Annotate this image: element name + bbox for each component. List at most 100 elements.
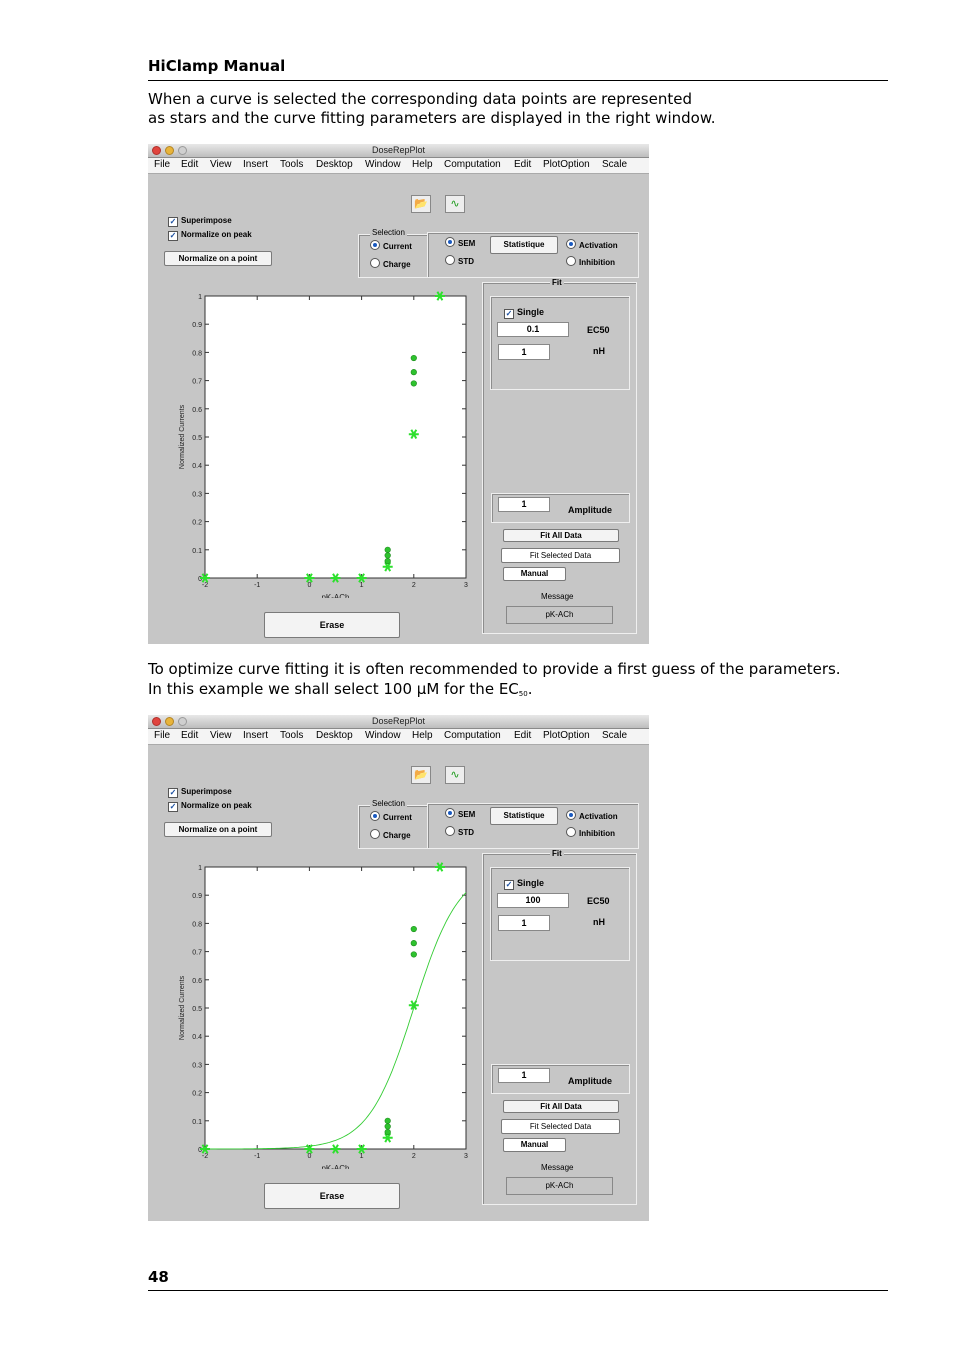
current-radio[interactable]: Current <box>370 240 412 251</box>
selected-data-star[interactable] <box>382 561 393 572</box>
fit-all-button[interactable]: Fit All Data <box>503 529 619 542</box>
charge-label: Charge <box>383 831 411 840</box>
ec50-input[interactable]: 0.1 <box>497 322 569 337</box>
activation-radio[interactable]: Activation <box>566 810 618 821</box>
close-window-icon[interactable] <box>152 146 161 155</box>
data-point[interactable] <box>384 552 391 559</box>
fit-curve-icon[interactable]: ∿ <box>445 195 465 213</box>
menu-view[interactable]: View <box>210 159 232 170</box>
sem-radio[interactable]: SEM <box>445 808 475 819</box>
current-radio[interactable]: Current <box>370 811 412 822</box>
fit-selected-button[interactable]: Fit Selected Data <box>501 548 620 563</box>
single-checkbox[interactable]: ✓ Single <box>504 307 544 319</box>
data-point[interactable] <box>384 1128 391 1136</box>
data-point[interactable] <box>410 380 417 387</box>
selected-data-star[interactable] <box>200 573 210 583</box>
amplitude-input[interactable]: 1 <box>498 497 550 512</box>
nh-input[interactable]: 1 <box>498 915 550 931</box>
menu-scale[interactable]: Scale <box>602 159 628 170</box>
selected-data-star[interactable] <box>434 862 445 872</box>
menu-help[interactable]: Help <box>412 730 433 741</box>
menu-scale[interactable]: Scale <box>602 730 628 741</box>
inhibition-radio[interactable]: Inhibition <box>566 827 615 838</box>
menu-window[interactable]: Window <box>365 730 401 741</box>
data-point[interactable] <box>384 546 391 553</box>
data-point[interactable] <box>410 354 417 362</box>
close-window-icon[interactable] <box>152 717 161 726</box>
superimpose-checkbox[interactable]: ✓ Superimpose <box>168 216 232 227</box>
current-label: Current <box>383 242 412 251</box>
inhibition-radio[interactable]: Inhibition <box>566 256 615 267</box>
menu-view[interactable]: View <box>210 730 232 741</box>
plot-area[interactable] <box>204 866 467 1150</box>
menu-file[interactable]: File <box>154 159 171 170</box>
selected-data-star[interactable] <box>408 1000 419 1010</box>
zoom-window-icon[interactable] <box>178 717 187 726</box>
menu-computation[interactable]: Computation <box>444 159 501 170</box>
sem-radio[interactable]: SEM <box>445 237 475 248</box>
data-point[interactable] <box>384 557 391 565</box>
charge-radio[interactable]: Charge <box>370 258 411 269</box>
menu-edit[interactable]: Edit <box>181 159 199 170</box>
y-tick-label: 0.3 <box>192 491 202 498</box>
normalize-point-button[interactable]: Normalize on a point <box>164 251 272 266</box>
fit-curve-icon[interactable]: ∿ <box>445 766 465 784</box>
data-point[interactable] <box>384 1123 391 1130</box>
activation-radio[interactable]: Activation <box>566 239 618 250</box>
menu-insert[interactable]: Insert <box>243 730 269 741</box>
selected-data-star[interactable] <box>382 1132 393 1143</box>
menu-tools[interactable]: Tools <box>280 159 304 170</box>
fit-all-button[interactable]: Fit All Data <box>503 1100 619 1113</box>
single-checkbox[interactable]: ✓ Single <box>504 878 544 890</box>
std-radio[interactable]: STD <box>445 255 474 266</box>
std-radio[interactable]: STD <box>445 826 474 837</box>
menu-desktop[interactable]: Desktop <box>316 730 353 741</box>
manual-button[interactable]: Manual <box>503 567 566 581</box>
selected-data-star[interactable] <box>304 573 315 583</box>
erase-button[interactable]: Erase <box>264 1183 400 1209</box>
menu-edit[interactable]: Edit <box>181 730 199 741</box>
selected-data-star[interactable] <box>304 1144 315 1154</box>
charge-radio[interactable]: Charge <box>370 829 411 840</box>
fit-selected-button[interactable]: Fit Selected Data <box>501 1119 620 1134</box>
plot-area[interactable] <box>204 295 467 579</box>
manual-button[interactable]: Manual <box>503 1138 566 1152</box>
open-folder-icon[interactable]: 📂 <box>411 195 431 213</box>
data-point[interactable] <box>410 951 417 958</box>
menu-plotoption[interactable]: PlotOption <box>543 159 590 170</box>
normalize-point-button[interactable]: Normalize on a point <box>164 822 272 837</box>
erase-button[interactable]: Erase <box>264 612 400 638</box>
minimize-window-icon[interactable] <box>165 146 174 155</box>
amplitude-input[interactable]: 1 <box>498 1068 550 1083</box>
superimpose-checkbox[interactable]: ✓ Superimpose <box>168 787 232 798</box>
menu-desktop[interactable]: Desktop <box>316 159 353 170</box>
data-point[interactable] <box>410 369 417 376</box>
open-folder-icon[interactable]: 📂 <box>411 766 431 784</box>
menu-computation[interactable]: Computation <box>444 730 501 741</box>
minimize-window-icon[interactable] <box>165 717 174 726</box>
menu-file[interactable]: File <box>154 730 171 741</box>
data-point[interactable] <box>410 940 417 947</box>
statistique-button[interactable]: Statistique <box>490 236 558 254</box>
normalize-peak-checkbox[interactable]: ✓ Normalize on peak <box>168 230 252 241</box>
normalize-peak-checkbox[interactable]: ✓ Normalize on peak <box>168 801 252 812</box>
menu-plotoption[interactable]: PlotOption <box>543 730 590 741</box>
menu-edit-2[interactable]: Edit <box>514 730 532 741</box>
selected-data-star[interactable] <box>330 1144 341 1154</box>
selected-data-star[interactable] <box>434 291 445 301</box>
ec50-input[interactable]: 100 <box>497 893 569 908</box>
selected-data-star[interactable] <box>408 429 419 439</box>
selected-data-star[interactable] <box>356 1144 367 1154</box>
zoom-window-icon[interactable] <box>178 146 187 155</box>
data-point[interactable] <box>410 925 417 933</box>
nh-input[interactable]: 1 <box>498 344 550 360</box>
menu-edit-2[interactable]: Edit <box>514 159 532 170</box>
selected-data-star[interactable] <box>356 573 367 583</box>
menu-window[interactable]: Window <box>365 159 401 170</box>
data-point[interactable] <box>384 1117 391 1124</box>
menu-tools[interactable]: Tools <box>280 730 304 741</box>
menu-insert[interactable]: Insert <box>243 159 269 170</box>
statistique-button[interactable]: Statistique <box>490 807 558 825</box>
selected-data-star[interactable] <box>330 573 341 583</box>
menu-help[interactable]: Help <box>412 159 433 170</box>
